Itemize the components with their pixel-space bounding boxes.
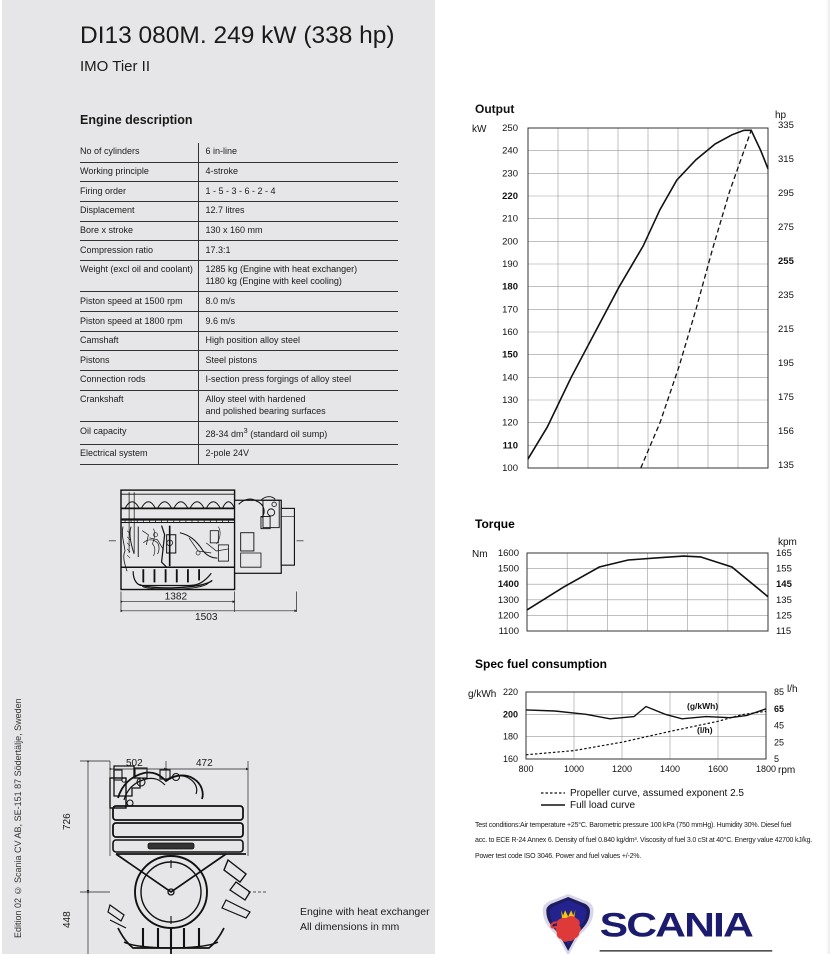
svg-text:85: 85: [774, 687, 784, 697]
svg-text:100: 100: [502, 463, 518, 474]
svg-text:155: 155: [776, 564, 792, 575]
svg-text:180: 180: [503, 732, 518, 742]
svg-text:156: 156: [778, 426, 794, 437]
svg-text:275: 275: [778, 222, 794, 233]
svg-text:200: 200: [503, 709, 518, 719]
svg-text:502: 502: [126, 758, 143, 769]
svg-text:l/h: l/h: [787, 684, 798, 695]
svg-text:1200: 1200: [612, 764, 632, 774]
svg-text:1382: 1382: [165, 592, 188, 603]
svg-text:g/kWh: g/kWh: [468, 689, 496, 700]
svg-text:1600: 1600: [498, 548, 519, 559]
svg-text:160: 160: [503, 754, 518, 764]
svg-text:240: 240: [502, 146, 518, 157]
svg-text:140: 140: [502, 372, 518, 383]
svg-text:135: 135: [776, 595, 792, 606]
svg-text:295: 295: [778, 188, 794, 199]
svg-text:(l/h): (l/h): [697, 725, 713, 735]
svg-text:SCANIA: SCANIA: [600, 907, 754, 945]
svg-text:1500: 1500: [498, 564, 519, 575]
svg-text:230: 230: [502, 168, 518, 179]
svg-text:210: 210: [502, 214, 518, 225]
svg-text:Spec fuel consumption: Spec fuel consumption: [475, 657, 607, 671]
svg-text:130: 130: [502, 395, 518, 406]
svg-text:250: 250: [502, 123, 518, 134]
svg-text:165: 165: [776, 548, 792, 559]
svg-text:448: 448: [62, 911, 73, 928]
svg-text:Full load curve: Full load curve: [570, 800, 635, 811]
svg-text:kW: kW: [472, 124, 487, 135]
svg-text:335: 335: [778, 120, 794, 131]
svg-text:(g/kWh): (g/kWh): [687, 701, 718, 711]
svg-text:5: 5: [774, 754, 779, 764]
svg-text:145: 145: [776, 579, 793, 590]
svg-text:215: 215: [778, 324, 794, 335]
svg-text:1100: 1100: [499, 626, 519, 637]
svg-text:200: 200: [502, 236, 518, 247]
svg-text:Nm: Nm: [472, 549, 488, 560]
svg-text:160: 160: [502, 327, 518, 338]
svg-text:1400: 1400: [498, 579, 519, 590]
svg-text:1000: 1000: [564, 764, 584, 774]
svg-text:220: 220: [502, 191, 518, 202]
svg-text:Propeller curve, assumed expon: Propeller curve, assumed exponent 2.5: [570, 788, 744, 799]
svg-text:115: 115: [776, 626, 791, 637]
svg-text:1200: 1200: [498, 610, 519, 621]
svg-text:472: 472: [196, 758, 213, 769]
svg-text:1300: 1300: [498, 595, 519, 606]
svg-text:25: 25: [774, 737, 784, 747]
svg-text:110: 110: [503, 440, 518, 451]
svg-text:220: 220: [503, 687, 518, 697]
svg-text:315: 315: [778, 154, 794, 165]
svg-text:170: 170: [502, 304, 518, 315]
svg-text:800: 800: [518, 764, 533, 774]
svg-text:120: 120: [502, 418, 518, 429]
svg-text:175: 175: [778, 392, 794, 403]
svg-text:rpm: rpm: [778, 765, 795, 776]
svg-text:125: 125: [776, 610, 792, 621]
svg-text:135: 135: [778, 460, 794, 471]
svg-text:kpm: kpm: [778, 537, 797, 548]
svg-text:180: 180: [502, 282, 518, 293]
svg-text:1800: 1800: [756, 764, 776, 774]
svg-text:Torque: Torque: [475, 517, 515, 531]
svg-text:726: 726: [62, 813, 73, 830]
svg-text:195: 195: [778, 358, 794, 369]
svg-text:190: 190: [502, 259, 518, 270]
svg-text:1600: 1600: [708, 764, 728, 774]
svg-text:150: 150: [502, 350, 518, 361]
svg-text:235: 235: [778, 290, 794, 301]
svg-text:1503: 1503: [195, 612, 218, 623]
svg-text:1400: 1400: [660, 764, 680, 774]
svg-text:65: 65: [774, 704, 784, 714]
svg-text:45: 45: [774, 721, 784, 731]
svg-text:255: 255: [778, 256, 795, 267]
